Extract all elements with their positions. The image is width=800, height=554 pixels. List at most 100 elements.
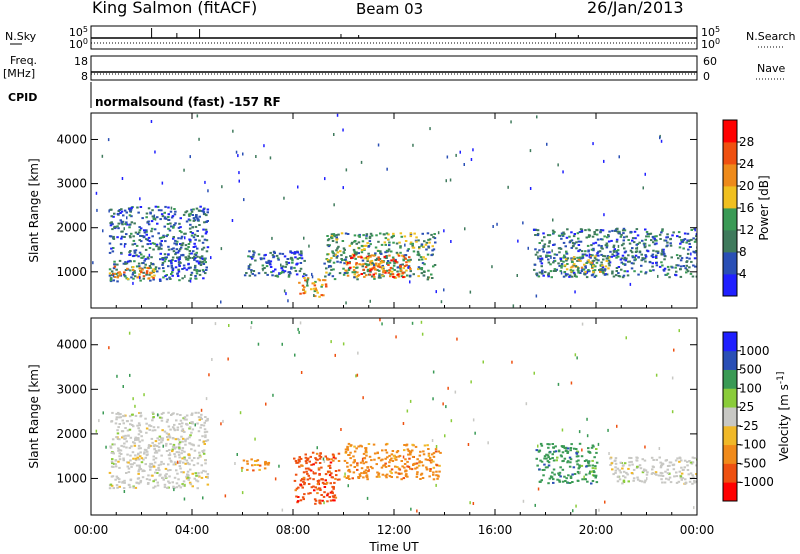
velocity-panel-cell xyxy=(565,449,568,452)
power-panel-cell xyxy=(128,223,131,226)
velocity-panel-cell xyxy=(128,331,131,335)
power-panel-cell xyxy=(607,240,611,243)
velocity-panel-cell xyxy=(122,445,126,448)
velocity-panel-cell xyxy=(161,439,164,442)
power-panel-cell xyxy=(686,232,690,235)
power-panel-cell xyxy=(605,260,608,262)
power-panel-cell xyxy=(197,262,201,265)
power-panel-cell xyxy=(589,263,593,266)
power-panel-cell xyxy=(132,271,135,274)
power-panel-cell xyxy=(337,245,340,248)
velocity-panel-cell xyxy=(432,455,436,458)
power-panel-cell xyxy=(385,232,389,235)
velocity-panel-cell xyxy=(364,450,367,453)
velocity-panel-cell xyxy=(405,444,408,447)
velocity-panel-cell xyxy=(348,454,351,456)
power-panel-cell xyxy=(283,289,286,293)
velocity-panel-cell xyxy=(150,462,154,465)
velocity-panel-cell xyxy=(151,411,155,414)
power-panel-cell xyxy=(540,272,544,275)
velocity-panel-cell xyxy=(156,472,159,474)
velocity-panel-cell xyxy=(299,321,302,325)
velocity-panel-cell xyxy=(297,486,300,489)
power-panel-cell xyxy=(405,261,408,264)
velocity-panel-cell xyxy=(547,464,551,467)
power-panel-cell xyxy=(624,250,628,253)
power-panel-cell xyxy=(401,263,404,266)
velocity-panel-cell xyxy=(595,461,599,464)
power-panel-cell xyxy=(263,144,265,148)
velocity-panel-cell xyxy=(594,474,598,477)
velocity-panel-cell xyxy=(168,436,172,439)
velocity-panel-cell xyxy=(418,454,422,457)
power-panel-cell xyxy=(455,153,457,157)
power-panel-cell xyxy=(111,223,114,226)
velocity-panel-cell xyxy=(200,464,203,467)
velocity-panel-cell xyxy=(110,465,114,468)
velocity-panel-cell xyxy=(565,477,568,480)
velocity-panel-cell xyxy=(435,474,438,477)
power-panel-cell xyxy=(385,249,389,252)
power-panel-cell xyxy=(569,240,572,243)
power-panel-cell xyxy=(578,248,582,251)
power-panel-cell xyxy=(603,213,605,217)
power-panel-cell xyxy=(562,260,565,263)
power-panel-cell xyxy=(540,265,543,268)
power-panel-cell xyxy=(598,250,602,253)
velocity-panel-cell xyxy=(353,460,356,463)
velocity-panel-cell xyxy=(337,452,341,455)
velocity-panel-cell xyxy=(326,458,329,461)
power-panel-cell xyxy=(328,260,331,263)
velocity-panel-cell xyxy=(621,467,624,470)
velocity-panel-cell xyxy=(641,471,645,474)
power-panel-cell xyxy=(373,275,376,278)
power-panel-cell xyxy=(419,267,422,270)
velocity-panel-cell xyxy=(622,470,626,473)
velocity-panel-cell xyxy=(595,481,599,484)
power-panel-cell xyxy=(688,242,691,245)
velocity-panel-cell xyxy=(384,474,387,477)
power-panel-cell xyxy=(632,262,635,265)
power-panel-cell xyxy=(357,241,361,244)
velocity-panel-cell xyxy=(163,483,167,486)
power-panel-cell xyxy=(617,266,621,268)
velocity-panel-cell xyxy=(182,484,185,487)
power-panel-cell xyxy=(164,258,167,261)
power-panel-cell xyxy=(329,265,332,267)
power-panel-cell xyxy=(271,254,275,257)
power-panel-cell xyxy=(536,229,540,232)
power-panel-cell xyxy=(333,203,335,207)
power-panel-cell xyxy=(576,256,579,259)
power-panel-cell xyxy=(565,250,568,253)
power-panel-cell xyxy=(424,243,428,246)
power-panel-cell xyxy=(172,225,175,228)
velocity-panel-cell xyxy=(138,412,141,414)
power-panel-cell xyxy=(131,243,134,246)
velocity-panel-cell xyxy=(406,465,409,468)
power-panel-cell xyxy=(146,266,149,269)
velocity-panel-cell xyxy=(198,455,201,458)
velocity-panel-cell xyxy=(118,466,121,469)
velocity-panel-cell xyxy=(141,476,145,479)
velocity-panel-cell xyxy=(410,507,412,511)
power-panel-cell xyxy=(391,256,395,259)
power-panel-cell xyxy=(142,277,145,280)
velocity-panel-cell xyxy=(427,452,431,455)
velocity-panel-cell xyxy=(147,482,150,484)
power-panel-cell xyxy=(145,233,148,236)
power-panel-cell xyxy=(619,235,623,238)
velocity-colorbar-tick-label: 100 xyxy=(739,381,762,395)
velocity-panel-cell xyxy=(336,478,340,481)
power-panel-cell xyxy=(629,282,632,286)
power-panel-cell xyxy=(560,266,563,269)
power-panel-cell xyxy=(384,251,387,254)
power-panel-cell xyxy=(173,208,176,210)
velocity-panel-cell xyxy=(179,486,182,489)
power-panel-cell xyxy=(607,267,610,270)
velocity-panel-cell xyxy=(200,476,204,479)
velocity-panel-cell xyxy=(390,476,393,478)
power-panel-cell xyxy=(562,170,564,174)
velocity-panel-cell xyxy=(578,430,581,434)
power-panel-cell xyxy=(342,128,344,132)
power-panel-cell xyxy=(296,251,300,254)
